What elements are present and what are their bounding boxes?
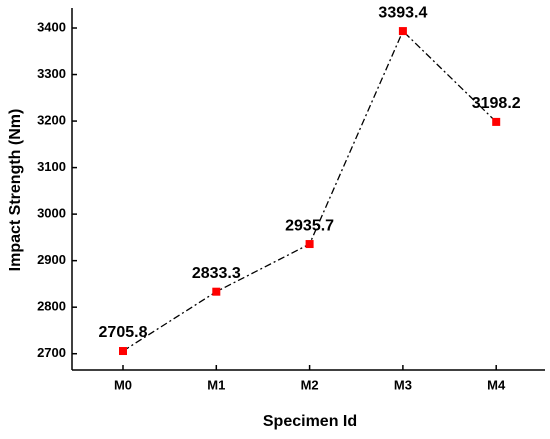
marker	[305, 240, 314, 249]
x-axis-title: Specimen Id	[263, 413, 357, 430]
x-tick-label: M4	[487, 377, 506, 392]
marker	[119, 347, 127, 356]
y-tick-label: 3400	[37, 19, 66, 34]
data-label: 3393.4	[378, 4, 427, 21]
x-tick-label: M0	[114, 377, 132, 392]
line	[122, 29, 497, 352]
data-label: 3198.2	[472, 95, 521, 112]
y-tick-label: 2700	[37, 345, 66, 360]
y-axis-title: Impact Strength (Nm)	[7, 109, 24, 272]
data-label: 2705.8	[99, 324, 148, 341]
x-tick-label: M3	[394, 377, 412, 392]
y-tick-label: 2800	[37, 299, 66, 314]
marker	[398, 27, 407, 36]
y-tick-label: 3300	[37, 66, 66, 81]
marker	[492, 117, 501, 126]
y-tick-label: 3100	[37, 159, 66, 174]
y-tick-label: 2900	[37, 252, 66, 267]
data-label: 2935.7	[285, 217, 334, 234]
x-tick-label: M1	[207, 377, 225, 392]
y-tick-label: 3200	[37, 113, 66, 128]
y-tick-label: 3000	[37, 206, 66, 221]
data-label: 2833.3	[192, 265, 241, 282]
x-tick-label: M2	[301, 377, 319, 392]
marker	[212, 287, 221, 296]
